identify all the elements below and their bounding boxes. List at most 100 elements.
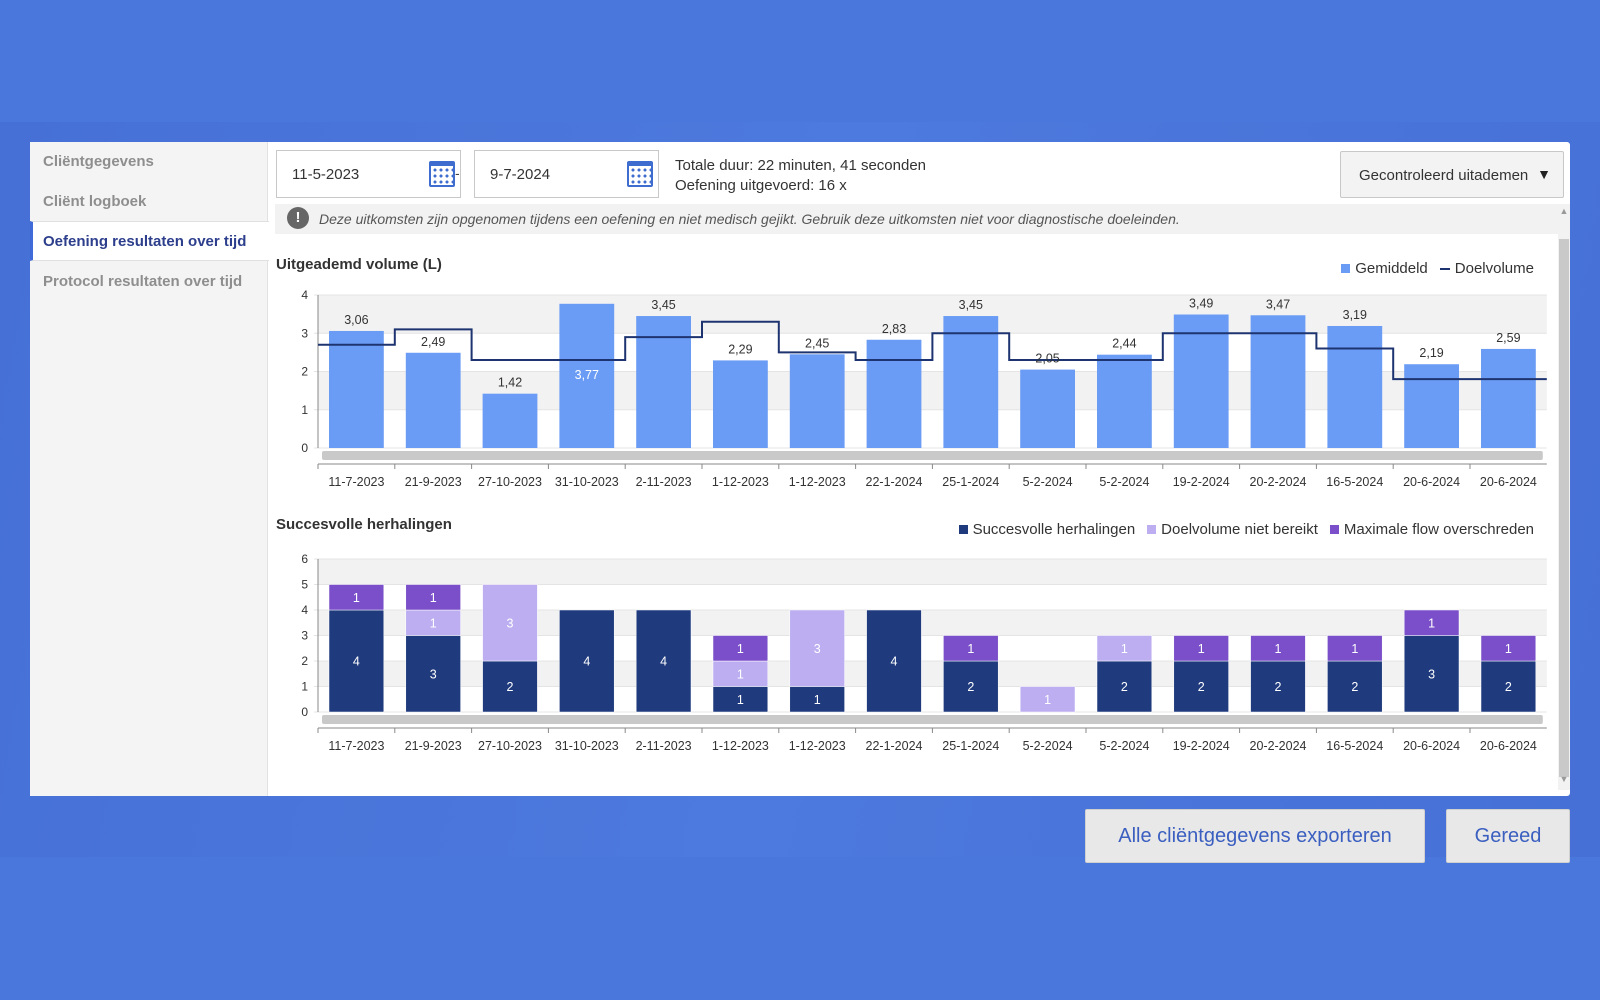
- success-segment: [1327, 660, 1383, 713]
- scrollbar-thumb[interactable]: [1559, 239, 1569, 777]
- sidebar-item-protocol-results[interactable]: Protocol resultaten over tijd: [43, 273, 243, 290]
- volume-data-label: 2,45: [805, 336, 829, 350]
- total-duration: Totale duur: 22 minuten, 41 seconden: [675, 157, 927, 174]
- scroll-up-icon[interactable]: ▲: [1559, 206, 1569, 216]
- max-flow-segment-label: 1: [1428, 616, 1435, 630]
- legend-label: Maximale flow overschreden: [1343, 521, 1534, 538]
- x-tick-label: 25-1-2024: [942, 739, 999, 753]
- volume-data-label: 2,59: [1496, 331, 1520, 345]
- target-missed-segment: [1096, 635, 1153, 662]
- success-segment-label: 3: [430, 667, 437, 681]
- volume-bar: [559, 303, 615, 448]
- grid-band: [318, 559, 1547, 585]
- triangle-down-icon: ▼: [1537, 166, 1551, 182]
- legend-swatch: [958, 525, 968, 534]
- end-date-field[interactable]: 9-7-2024: [474, 150, 659, 198]
- exercise-count: Oefening uitgevoerd: 16 x: [675, 177, 847, 194]
- target-missed-segment-label: 1: [737, 667, 744, 681]
- sidebar-item-client-log[interactable]: Cliënt logboek: [43, 193, 147, 210]
- success-segment: [943, 660, 999, 713]
- y-tick-label: 3: [301, 629, 308, 643]
- vertical-scrollbar[interactable]: ▲ ▼: [1558, 204, 1570, 790]
- y-tick-label: 4: [301, 603, 308, 617]
- legend-line: [1439, 267, 1450, 270]
- max-flow-segment-label: 1: [353, 591, 360, 605]
- volume-bar: [1481, 348, 1536, 448]
- background-top: [0, 0, 1600, 122]
- sidebar-item-exercise-results[interactable]: Oefening resultaten over tijd: [30, 221, 269, 261]
- target-missed-segment-label: 3: [507, 616, 514, 630]
- horizontal-scrollbar: [322, 715, 1543, 724]
- max-flow-segment: [405, 584, 461, 611]
- reps-chart-legend: Succesvolle herhalingen Doelvolume niet …: [958, 521, 1534, 538]
- volume-data-label: 2,05: [1035, 352, 1059, 366]
- x-tick-label: 5-2-2024: [1099, 475, 1149, 489]
- volume-chart-legend: Gemiddeld Doelvolume: [1341, 260, 1534, 277]
- legend-label: Gemiddeld: [1355, 260, 1428, 277]
- volume-bar: [1250, 315, 1306, 448]
- done-button[interactable]: Gereed: [1446, 809, 1570, 863]
- x-tick-label: 16-5-2024: [1326, 739, 1383, 753]
- success-segment-label: 2: [1275, 680, 1282, 694]
- volume-bar: [1173, 314, 1229, 448]
- max-flow-segment: [1403, 609, 1460, 636]
- calendar-icon[interactable]: [429, 161, 455, 187]
- x-tick-label: 25-1-2024: [942, 475, 999, 489]
- max-flow-segment: [1327, 635, 1383, 662]
- volume-data-label: 3,45: [959, 298, 983, 312]
- success-segment-label: 2: [1198, 680, 1205, 694]
- x-tick-label: 1-12-2023: [712, 475, 769, 489]
- x-tick-label: 31-10-2023: [555, 475, 619, 489]
- volume-bar: [789, 354, 845, 448]
- volume-data-label: 2,44: [1112, 337, 1136, 351]
- exercise-select[interactable]: Gecontroleerd uitademen ▼: [1340, 151, 1564, 198]
- x-tick-label: 27-10-2023: [478, 739, 542, 753]
- target-missed-segment: [789, 609, 845, 687]
- success-segment-label: 3: [1428, 667, 1435, 681]
- x-tick-label: 2-11-2023: [636, 739, 692, 753]
- x-tick-label: 20-6-2024: [1480, 475, 1537, 489]
- volume-bar: [405, 352, 461, 448]
- volume-data-label: 3,77: [575, 368, 599, 382]
- success-segment-label: 1: [737, 693, 744, 707]
- legend-label: Succesvolle herhalingen: [972, 521, 1136, 538]
- legend-item-target-missed: Doelvolume niet bereikt: [1147, 521, 1318, 538]
- success-segment-label: 1: [814, 693, 821, 707]
- calendar-icon[interactable]: [627, 161, 653, 187]
- horizontal-scrollbar: [322, 451, 1543, 460]
- target-missed-segment: [1019, 686, 1076, 713]
- max-flow-segment-label: 1: [430, 591, 437, 605]
- success-segment: [712, 686, 769, 713]
- target-missed-segment: [712, 660, 769, 687]
- volume-chart: 0 1 2 3 4 3,06 2,49 1,42 3,77 3,45 2,29 2,45 2,83 3,4…: [301, 288, 1547, 489]
- success-segment-label: 2: [967, 680, 974, 694]
- end-date-value: 9-7-2024: [490, 166, 551, 183]
- volume-data-label: 2,83: [882, 322, 906, 336]
- results-panel: Cliëntgegevens Cliënt logboek Oefening r…: [30, 142, 1570, 796]
- success-segment: [789, 686, 845, 713]
- x-tick-label: 22-1-2024: [866, 739, 923, 753]
- x-tick-label: 21-9-2023: [405, 739, 462, 753]
- x-tick-label: 2-11-2023: [636, 475, 692, 489]
- export-all-button[interactable]: Alle cliëntgegevens exporteren: [1085, 809, 1425, 863]
- x-tick-label: 20-6-2024: [1403, 475, 1460, 489]
- x-tick-label: 20-6-2024: [1480, 739, 1537, 753]
- max-flow-segment-label: 1: [1275, 642, 1282, 656]
- max-flow-segment: [712, 635, 769, 662]
- success-segment: [635, 609, 692, 713]
- y-tick-label: 1: [301, 680, 308, 694]
- x-tick-label: 1-12-2023: [789, 739, 846, 753]
- volume-data-label: 3,49: [1189, 297, 1213, 311]
- volume-data-label: 2,49: [421, 335, 445, 349]
- start-date-value: 11-5-2023: [292, 166, 360, 183]
- success-segment-label: 2: [1505, 680, 1512, 694]
- y-tick-label: 3: [301, 326, 308, 340]
- x-tick-label: 20-2-2024: [1250, 475, 1307, 489]
- start-date-field[interactable]: 11-5-2023: [276, 150, 461, 198]
- volume-data-label: 1,42: [498, 376, 522, 390]
- volume-data-label: 2,29: [728, 342, 752, 356]
- sidebar-item-client-data[interactable]: Cliëntgegevens: [43, 153, 154, 170]
- scroll-down-icon[interactable]: ▼: [1559, 774, 1569, 784]
- x-tick-label: 21-9-2023: [405, 475, 462, 489]
- volume-bar: [482, 393, 538, 448]
